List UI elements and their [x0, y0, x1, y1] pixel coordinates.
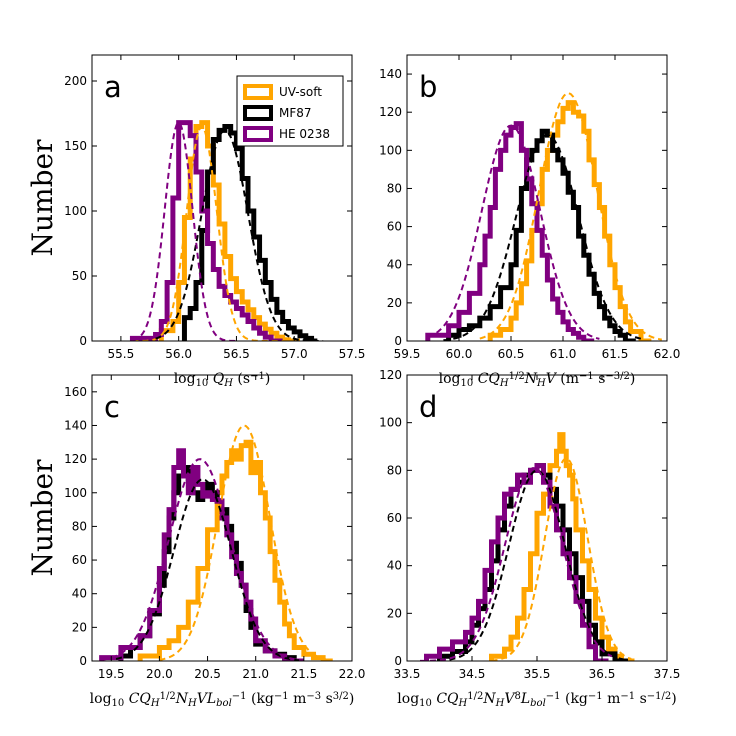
- fit-curve-uv-soft: [491, 457, 632, 661]
- legend: UV-soft MF87 HE 0238: [236, 75, 344, 147]
- x-tick-label: 35.5: [524, 667, 551, 681]
- y-tick-label: 120: [379, 368, 402, 382]
- x-tick-label: 59.5: [394, 347, 421, 361]
- panel-letter: b: [419, 70, 437, 104]
- fit-curve-he-0238: [132, 121, 237, 341]
- x-axis-label: log10 CQH1/2NHV8Lbol−1 (kg−1 m−1 s−1/2): [397, 691, 676, 710]
- y-tick-label: 150: [64, 139, 87, 153]
- fit-curve-he-0238: [427, 124, 600, 340]
- y-tick-label: 200: [64, 74, 87, 88]
- x-tick-label: 56.0: [165, 347, 192, 361]
- legend-swatch-he-0238: [243, 126, 273, 142]
- plot-area: [419, 432, 635, 661]
- axes-frame: [91, 374, 353, 662]
- fit-curve-mf87: [155, 129, 324, 341]
- y-tick-label: 100: [379, 143, 402, 157]
- legend-label: UV-soft: [279, 85, 322, 99]
- x-tick-label: 60.5: [498, 347, 525, 361]
- y-axis-label: Number: [26, 459, 59, 577]
- histogram-he-0238: [425, 121, 595, 341]
- panel-letter: c: [104, 390, 120, 424]
- y-tick-label: 120: [379, 105, 402, 119]
- y-tick-label: 60: [387, 220, 402, 234]
- panel-letter: a: [104, 70, 122, 104]
- x-axis-label: log10 CQH1/2NHVLbol−1 (kg−1 m−3 s3/2): [90, 691, 355, 710]
- histogram-mf87: [446, 128, 636, 341]
- panel-d: 33.5 34.5 35.5 36.5 37.5 0 20 40 60 80 100 120 d log1…: [379, 368, 680, 709]
- x-tick-label: 62.0: [654, 347, 681, 361]
- legend-label: MF87: [279, 106, 312, 120]
- y-tick-label: 80: [72, 519, 87, 533]
- x-tick-label: 61.0: [550, 347, 577, 361]
- y-tick-label: 40: [387, 559, 402, 573]
- y-tick-label: 160: [64, 385, 87, 399]
- y-tick-label: 40: [72, 587, 87, 601]
- y-tick-label: 40: [387, 258, 402, 272]
- x-tick-label: 22.0: [339, 667, 366, 681]
- x-tick-label: 34.5: [459, 667, 486, 681]
- y-tick-label: 140: [379, 67, 402, 81]
- y-axis-label: Number: [26, 139, 59, 257]
- x-tick-label: 20.0: [146, 667, 173, 681]
- y-tick-label: 50: [72, 269, 87, 283]
- histogram-he-0238: [129, 120, 283, 341]
- y-tick-label: 100: [64, 204, 87, 218]
- y-tick-label: 140: [64, 418, 87, 432]
- fit-curve-mf87: [115, 478, 300, 661]
- x-tick-label: 21.0: [242, 667, 269, 681]
- histogram-uv-soft: [137, 439, 333, 661]
- x-tick-label: 57.5: [339, 347, 366, 361]
- x-tick-label: 33.5: [394, 667, 421, 681]
- panel-letter: d: [419, 390, 437, 424]
- y-tick-label: 20: [72, 620, 87, 634]
- x-tick-label: 55.5: [108, 347, 135, 361]
- y-tick-label: 0: [79, 334, 87, 348]
- x-tick-label: 61.5: [602, 347, 629, 361]
- histogram-he-0238: [424, 463, 609, 661]
- axes-frame: [406, 54, 668, 342]
- fit-curve-mf87: [443, 134, 642, 341]
- fit-curve-uv-soft: [159, 424, 329, 661]
- y-tick-label: 0: [79, 654, 87, 668]
- fit-curve-he-0238: [419, 467, 613, 661]
- axes-frame: [91, 54, 353, 342]
- x-tick-label: 19.5: [98, 667, 125, 681]
- y-tick-label: 20: [387, 606, 402, 620]
- plot-area: [99, 424, 333, 661]
- y-tick-label: 20: [387, 296, 402, 310]
- y-tick-label: 0: [394, 654, 402, 668]
- y-tick-label: 120: [64, 452, 87, 466]
- x-tick-label: 20.5: [194, 667, 221, 681]
- x-tick-label: 21.5: [290, 667, 317, 681]
- legend-label: HE 0238: [279, 127, 330, 141]
- histogram-uv-soft: [487, 100, 652, 341]
- y-tick-label: 60: [72, 553, 87, 567]
- x-tick-label: 37.5: [654, 667, 681, 681]
- y-tick-label: 80: [387, 181, 402, 195]
- x-tick-label: 60.0: [446, 347, 473, 361]
- y-tick-label: 60: [387, 511, 402, 525]
- panel-c: 19.5 20.0 20.5 21.0 21.5 22.0 0 20 40 60 80 100 120 1…: [26, 374, 366, 710]
- fit-curve-uv-soft: [479, 92, 662, 341]
- y-tick-label: 80: [387, 463, 402, 477]
- fit-curve-mf87: [439, 469, 629, 661]
- y-tick-label: 100: [379, 416, 402, 430]
- y-tick-label: 100: [64, 486, 87, 500]
- plot-area: [425, 92, 662, 341]
- y-tick-label: 0: [394, 334, 402, 348]
- plot-area: [129, 120, 324, 341]
- fit-curve-he-0238: [101, 458, 295, 661]
- x-tick-label: 36.5: [589, 667, 616, 681]
- histogram-uv-soft: [489, 432, 635, 661]
- legend-swatch-mf87: [243, 105, 273, 121]
- x-tick-label: 56.5: [223, 347, 250, 361]
- x-tick-label: 57.0: [281, 347, 308, 361]
- legend-swatch-uv-soft: [243, 84, 273, 100]
